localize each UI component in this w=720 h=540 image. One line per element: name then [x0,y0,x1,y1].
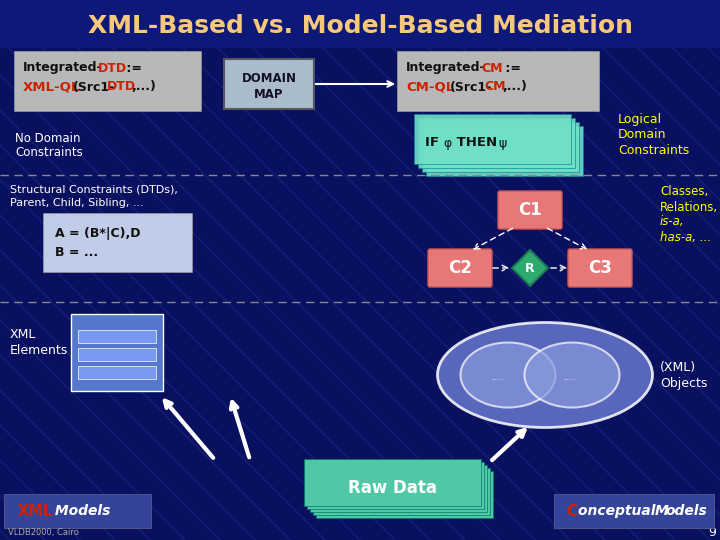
Text: Integrated-: Integrated- [406,62,485,75]
Text: Constraints: Constraints [618,144,689,157]
Text: ,...): ,...) [131,80,156,93]
FancyBboxPatch shape [78,366,156,379]
Text: ,...): ,...) [502,80,527,93]
FancyBboxPatch shape [568,249,632,287]
Ellipse shape [524,342,619,408]
Text: CM: CM [481,62,503,75]
Text: Objects: Objects [660,376,707,389]
Text: Parent, Child, Sibling, ...: Parent, Child, Sibling, ... [10,198,144,208]
Text: :=: := [501,62,521,75]
Text: C: C [566,503,577,518]
FancyBboxPatch shape [4,494,151,528]
Text: .....: ..... [564,374,577,382]
Text: onceptual: onceptual [578,504,660,518]
Text: C3: C3 [588,259,612,277]
FancyBboxPatch shape [418,118,575,168]
Text: B = ...: B = ... [55,246,98,259]
Text: R: R [525,261,535,274]
Ellipse shape [438,322,652,428]
FancyBboxPatch shape [78,330,156,343]
Text: DTD: DTD [98,62,127,75]
Text: C1: C1 [518,201,542,219]
Text: Structural Constraints (DTDs),: Structural Constraints (DTDs), [10,185,178,195]
FancyBboxPatch shape [426,126,583,176]
Text: (Src1-: (Src1- [73,80,115,93]
Text: VLDB2000, Cairo: VLDB2000, Cairo [8,529,79,537]
FancyBboxPatch shape [554,494,714,528]
Text: Classes,: Classes, [660,186,708,199]
Text: DTD: DTD [107,80,136,93]
Text: XML-QL: XML-QL [23,80,81,93]
Text: is-a,: is-a, [660,215,685,228]
FancyBboxPatch shape [43,213,192,272]
Text: C2: C2 [448,259,472,277]
FancyBboxPatch shape [316,471,493,518]
Text: Domain: Domain [618,129,667,141]
Text: M: M [655,504,669,518]
Text: DOMAIN: DOMAIN [241,71,297,84]
Text: Integrated-: Integrated- [23,62,103,75]
Text: XML-Based vs. Model-Based Mediation: XML-Based vs. Model-Based Mediation [88,14,632,38]
FancyBboxPatch shape [0,0,720,48]
Text: (XML): (XML) [660,361,696,375]
Text: (Src1-: (Src1- [450,80,492,93]
FancyBboxPatch shape [428,249,492,287]
Text: Raw Data: Raw Data [348,479,438,497]
Text: No Domain: No Domain [15,132,81,145]
Text: CM-QL: CM-QL [406,80,454,93]
Text: IF: IF [425,137,444,150]
Text: A = (B*|C),D: A = (B*|C),D [55,226,140,240]
FancyBboxPatch shape [422,122,579,172]
FancyBboxPatch shape [224,59,314,109]
Ellipse shape [461,342,556,408]
FancyBboxPatch shape [78,348,156,361]
Text: Logical: Logical [618,113,662,126]
Text: φ: φ [443,137,451,150]
Text: Elements: Elements [10,343,68,356]
Text: 9: 9 [708,526,716,539]
Text: Models: Models [50,504,110,518]
Text: .....: ..... [492,374,505,382]
Text: ψ: ψ [498,137,506,150]
FancyBboxPatch shape [14,51,201,111]
Text: Constraints: Constraints [15,146,83,159]
FancyBboxPatch shape [307,462,484,509]
Text: XML: XML [10,328,37,341]
FancyBboxPatch shape [397,51,599,111]
Polygon shape [512,250,548,286]
Text: odels: odels [666,504,708,518]
FancyBboxPatch shape [498,191,562,229]
Text: THEN: THEN [452,137,502,150]
FancyBboxPatch shape [304,459,481,506]
Text: Relations,: Relations, [660,200,718,213]
Text: CM: CM [484,80,505,93]
FancyBboxPatch shape [313,468,490,515]
FancyBboxPatch shape [310,465,487,512]
FancyBboxPatch shape [414,114,571,164]
Text: MAP: MAP [254,87,284,100]
Text: XML: XML [18,503,53,518]
Text: :=: := [122,62,142,75]
FancyBboxPatch shape [71,314,163,391]
Text: has-a, ...: has-a, ... [660,231,711,244]
